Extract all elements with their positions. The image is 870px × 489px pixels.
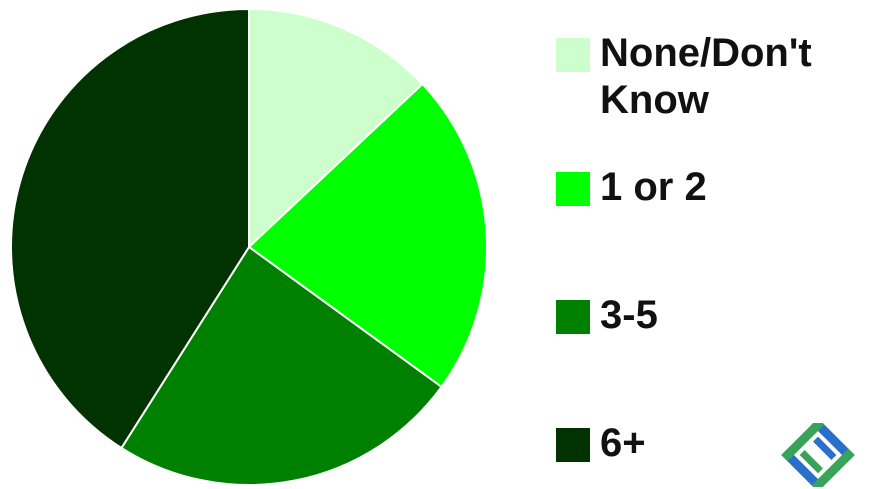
logo-strand — [781, 423, 825, 462]
pie-slice-1-or-2 — [247, 82, 488, 389]
legend-label: 6+ — [600, 421, 646, 465]
logo-strand — [781, 448, 825, 487]
legend-item-1-or-2: 1 or 2 — [556, 164, 860, 211]
logo-strand — [811, 423, 855, 462]
legend-item-6-plus: 6+ — [556, 420, 860, 467]
legend-label: 1 or 2 — [600, 165, 707, 209]
legend-item-3-5: 3-5 — [556, 292, 860, 339]
legend-swatch — [556, 300, 590, 334]
pie-slice-3-5 — [120, 245, 443, 486]
legend-label: 3-5 — [600, 293, 658, 337]
woven-diamond-logo-icon — [781, 423, 855, 487]
pie-slice-none-don-t-know — [248, 7, 424, 250]
pie-chart — [10, 7, 488, 486]
logo-strand — [811, 448, 855, 487]
logo-strand — [813, 436, 837, 460]
pie-slice-6 — [10, 7, 250, 450]
legend-swatch — [556, 172, 590, 206]
legend-item-none-dont-know: None/Don't Know — [556, 30, 860, 124]
legend-swatch — [556, 428, 590, 462]
logo-strand — [799, 450, 823, 474]
legend-label: None/Don't Know — [600, 31, 812, 122]
legend-swatch — [556, 38, 590, 72]
